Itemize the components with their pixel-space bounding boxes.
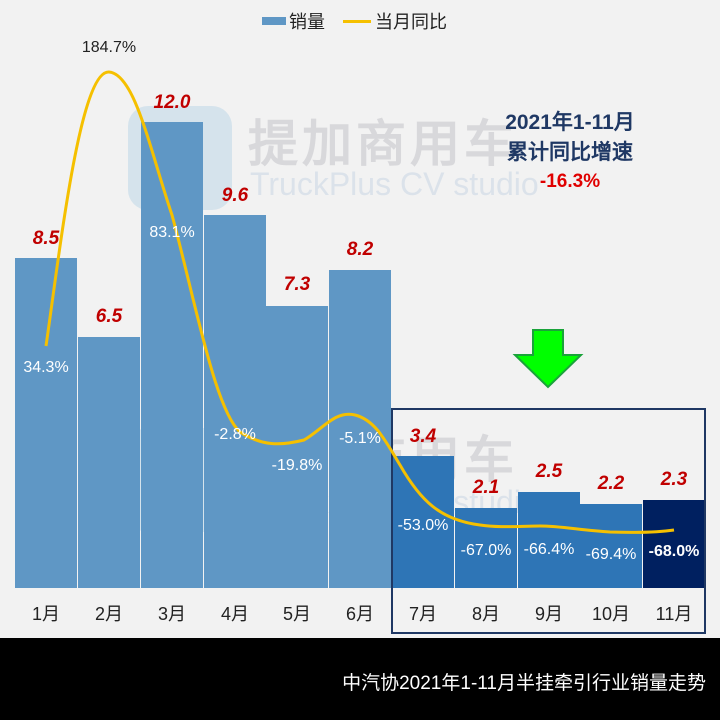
pct-label-m5: -19.8% [271, 457, 323, 474]
yoy-line-chart [44, 70, 675, 534]
chart-caption: 中汽协2021年1-11月半挂牵引行业销量走势 [342, 673, 706, 694]
xtick-m1: 1月 [31, 604, 60, 624]
pct-label-m6: -5.1% [339, 430, 381, 447]
value-label-m5: 7.3 [283, 274, 311, 295]
footer-bar: 中汽协2021年1-11月半挂牵引行业销量走势 [0, 638, 720, 720]
value-label-m7: 3.4 [409, 426, 437, 447]
value-label-m1: 8.5 [32, 228, 60, 249]
xtick-m2: 2月 [94, 604, 123, 624]
bar-m11 [643, 500, 705, 588]
pct-label-m11: -68.0% [648, 543, 700, 560]
bar-m6 [329, 270, 391, 588]
chart-area: 提加商用车 TruckPlus CV studio 提加商用车 TruckPlu… [15, 8, 706, 634]
legend-line-swatch [343, 19, 371, 23]
pct-label-m10: -69.4% [585, 546, 637, 563]
xtick-m11: 11月 [655, 604, 693, 624]
legend-yoy: 当月同比 [375, 12, 447, 33]
value-label-m2: 6.5 [95, 306, 123, 327]
pct-label-m7: -53.0% [397, 517, 449, 534]
xtick-m4: 4月 [220, 604, 249, 624]
xtick-m5: 5月 [282, 604, 311, 624]
bar-m10 [580, 504, 642, 588]
xtick-m8: 8月 [471, 604, 500, 624]
value-label-m4: 9.6 [221, 185, 249, 206]
xtick-m7: 7月 [408, 604, 437, 624]
summary-period: 2021年1-11月 [505, 111, 635, 134]
pct-label-m4: -2.8% [214, 426, 256, 443]
summary-label: 累计同比增速 [507, 141, 633, 164]
bar-m5 [266, 306, 328, 588]
legend-bar-swatch [262, 17, 286, 25]
pct-label-m3: 83.1% [149, 224, 195, 241]
value-label-m3: 12.0 [153, 92, 191, 113]
xtick-m9: 9月 [534, 604, 563, 624]
bar-m4 [204, 215, 266, 588]
cumulative-summary: 2021年1-11月 累计同比增速 -16.3% [480, 108, 660, 196]
down-arrow-icon [512, 329, 584, 389]
xtick-m10: 10月 [591, 604, 631, 624]
highlight-box-jul-nov [391, 408, 706, 634]
bar-m2 [78, 337, 140, 588]
yoy-line [44, 70, 675, 534]
value-label-m8: 2.1 [472, 477, 500, 498]
legend-sales: 销量 [289, 12, 325, 33]
bar-m9 [518, 492, 580, 588]
xtick-m3: 3月 [157, 604, 186, 624]
value-label-m6: 8.2 [346, 239, 374, 260]
pct-label-m2: 184.7% [81, 39, 137, 56]
value-label-m10: 2.2 [597, 473, 625, 494]
pct-label-m1: 34.3% [23, 359, 69, 376]
xtick-m6: 6月 [345, 604, 374, 624]
value-label-m9: 2.5 [535, 461, 563, 482]
bar-m1 [15, 258, 77, 588]
pct-label-m8: -67.0% [460, 542, 512, 559]
legend: 销量 当月同比 [262, 8, 447, 34]
pct-label-m9: -66.4% [523, 541, 575, 558]
bar-m7 [392, 456, 454, 588]
summary-value: -16.3% [539, 171, 601, 192]
value-label-m11: 2.3 [660, 469, 688, 490]
bar-m3 [141, 122, 203, 588]
